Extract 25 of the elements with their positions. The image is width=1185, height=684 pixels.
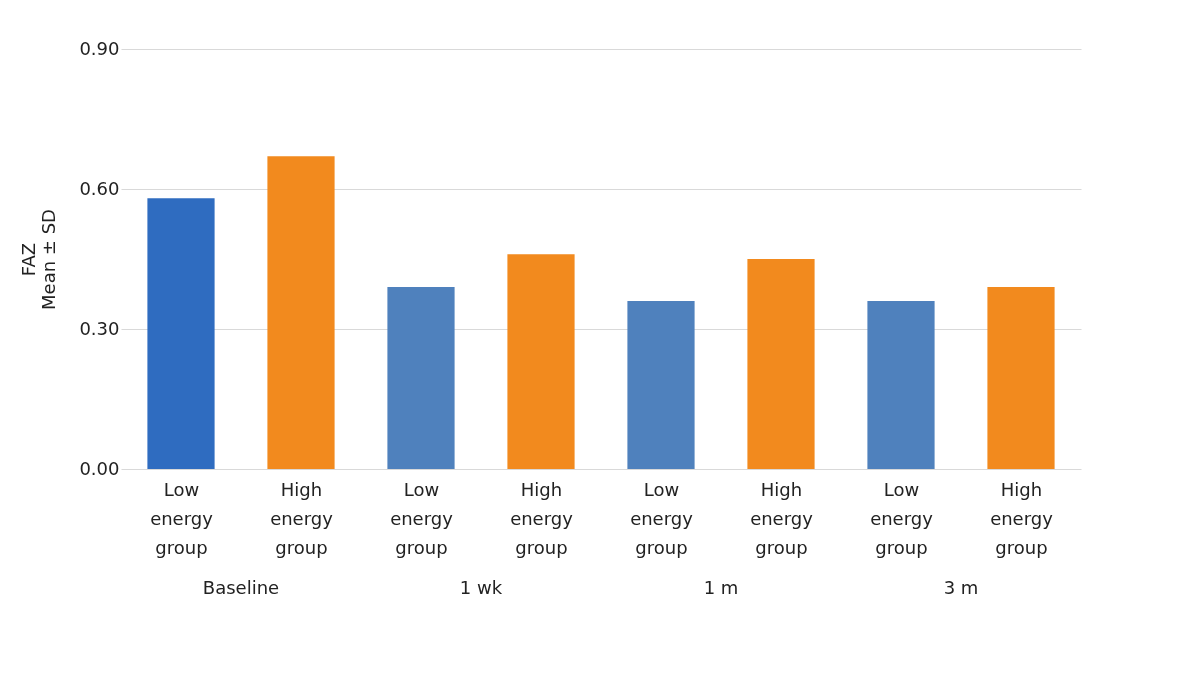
text: 1 wk <box>459 577 503 598</box>
x-tick-label: Low energy group <box>870 478 934 558</box>
bar <box>867 301 935 469</box>
x-tick-label: High energy group <box>270 478 334 558</box>
bar <box>267 156 335 469</box>
y-tick-label: 0.90 <box>79 37 120 59</box>
text: Baseline <box>202 577 280 598</box>
bar <box>147 198 215 469</box>
bar <box>987 287 1055 469</box>
x-tick-label: Low energy group <box>390 478 454 558</box>
text: 3 m <box>943 577 979 598</box>
bar <box>387 287 455 469</box>
text: 1 m <box>703 577 739 598</box>
bar <box>747 259 815 469</box>
y-axis-title: FAZ Mean ± SD <box>18 209 60 310</box>
x-tick-label: Low energy group <box>630 478 694 558</box>
x-tick-label: High energy group <box>750 478 814 558</box>
y-tick-label: 0.30 <box>79 317 120 339</box>
x-tick-label: Low energy group <box>150 478 214 558</box>
bar <box>627 301 695 469</box>
y-tick-label: 0.60 <box>79 177 120 199</box>
x-tick-label: High energy group <box>990 478 1054 558</box>
bar <box>507 254 575 469</box>
y-tick-label: 0.00 <box>79 457 120 479</box>
x-tick-label: High energy group <box>510 478 574 558</box>
